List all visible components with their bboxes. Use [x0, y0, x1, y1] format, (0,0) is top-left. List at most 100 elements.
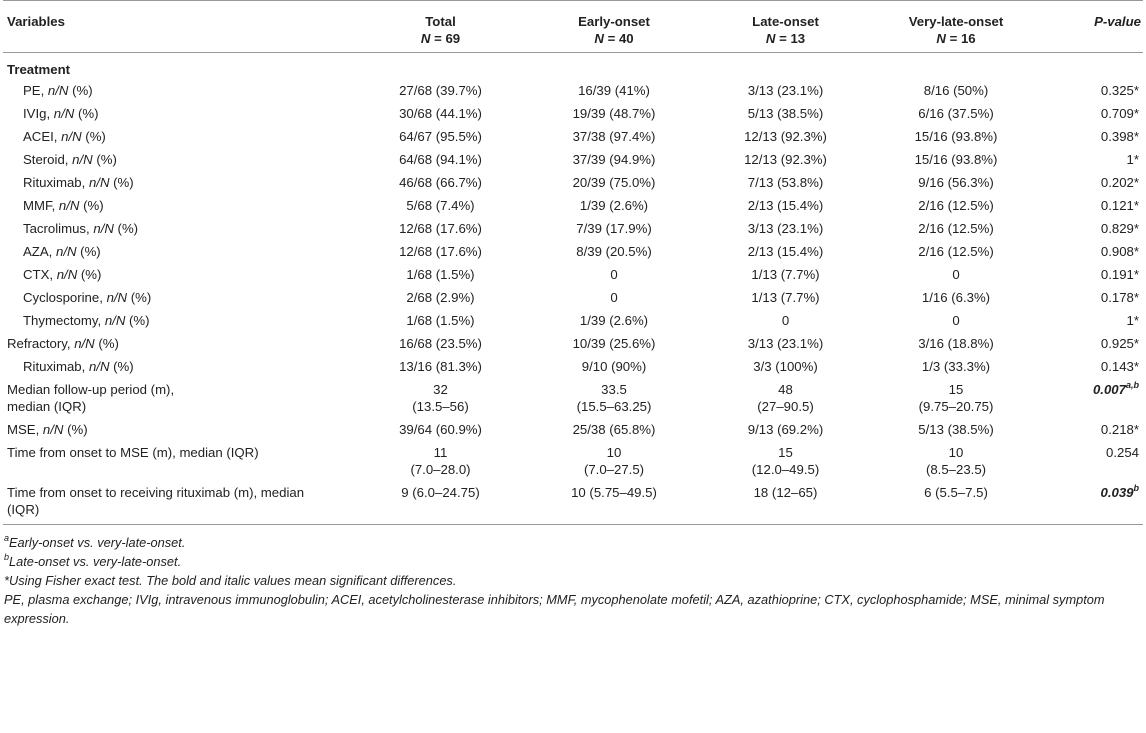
table-cell: 20/39 (75.0%)	[572, 175, 656, 190]
table-cell: 9/10 (90%)	[581, 359, 647, 374]
p-value-cell-significant: 0.007a,b	[1092, 379, 1139, 397]
table-row: PE, n/N (%) 27/68 (39.7%) 16/39 (41%) 3/13 …	[3, 79, 1143, 102]
p-value-cell: 0.829*	[1100, 221, 1139, 236]
table-cell: 3/13 (23.1%)	[747, 336, 824, 351]
table-cell: 1/13 (7.7%)	[751, 290, 820, 305]
table-cell: 1/3 (33.3%)	[921, 359, 991, 374]
section-row-treatment: Treatment	[3, 53, 1143, 80]
header-early-onset: Early-onset N = 40	[578, 14, 650, 46]
table-cell: 3/16 (18.8%)	[918, 336, 994, 351]
table-row-refractory-rituximab: Rituximab, n/N (%) 13/16 (81.3%) 9/10 (90%…	[3, 355, 1143, 378]
table-cell: 9/13 (69.2%)	[747, 422, 824, 437]
table-cell: 16/39 (41%)	[578, 83, 650, 98]
table-row: Rituximab, n/N (%) 46/68 (66.7%) 20/39 (75…	[3, 171, 1143, 194]
table-cell: 16/68 (23.5%)	[399, 336, 482, 351]
table-row: MMF, n/N (%) 5/68 (7.4%) 1/39 (2.6%) 2/13 (…	[3, 194, 1143, 217]
table-cell: 0	[781, 313, 790, 328]
row-label: Median follow-up period (m), median (IQR)	[7, 382, 175, 414]
section-title: Treatment	[7, 62, 71, 77]
table-cell: 19/39 (48.7%)	[572, 106, 656, 121]
table-cell: 0	[952, 313, 960, 328]
footnote-abbreviations: PE, plasma exchange; IVIg, intravenous i…	[4, 592, 1105, 626]
table-cell: 8/39 (20.5%)	[576, 244, 652, 259]
header-p-value: P-value	[1094, 14, 1141, 29]
p-value-cell: 0.143*	[1100, 359, 1139, 374]
table-cell: 12/68 (17.6%)	[399, 244, 482, 259]
header-late-onset: Late-onset N = 13	[752, 14, 819, 46]
table-cell: 3/13 (23.1%)	[747, 83, 824, 98]
row-label: AZA, n/N (%)	[23, 244, 101, 259]
p-value-cell: 0.218*	[1100, 422, 1139, 437]
table-row-mse: MSE, n/N (%) 39/64 (60.9%) 25/38 (65.8%) 9/…	[3, 418, 1143, 441]
p-value-cell: 0.178*	[1100, 290, 1139, 305]
table-cell: 6/16 (37.5%)	[918, 106, 994, 121]
table-cell: 48 (27–90.5)	[757, 382, 814, 414]
p-value-cell: 1*	[1126, 313, 1139, 328]
table-cell: 15/16 (93.8%)	[914, 152, 998, 167]
footnote-star: *Using Fisher exact test. The bold and i…	[4, 573, 457, 588]
table-cell: 1/39 (2.6%)	[579, 198, 649, 213]
table-cell: 32 (13.5–56)	[412, 382, 469, 414]
row-label: MSE, n/N (%)	[7, 422, 88, 437]
row-label: IVIg, n/N (%)	[23, 106, 99, 121]
table-row: CTX, n/N (%) 1/68 (1.5%) 0 1/13 (7.7%) 0 0.19…	[3, 263, 1143, 286]
row-label: MMF, n/N (%)	[23, 198, 104, 213]
table-cell: 9/16 (56.3%)	[918, 175, 994, 190]
table-footnotes: aEarly-onset vs. very-late-onset. bLate-…	[4, 533, 1134, 628]
table-row: IVIg, n/N (%) 30/68 (44.1%) 19/39 (48.7%) 5…	[3, 102, 1143, 125]
table-cell: 3/13 (23.1%)	[747, 221, 824, 236]
row-label: Rituximab, n/N (%)	[23, 359, 134, 374]
table-cell: 39/64 (60.9%)	[399, 422, 482, 437]
p-value-cell: 0.925*	[1100, 336, 1139, 351]
table-row: Tacrolimus, n/N (%) 12/68 (17.6%) 7/39 (17…	[3, 217, 1143, 240]
table-cell: 2/16 (12.5%)	[918, 244, 994, 259]
row-label: CTX, n/N (%)	[23, 267, 102, 282]
table-cell: 2/16 (12.5%)	[918, 221, 994, 236]
header-total: Total N = 69	[420, 14, 461, 46]
row-label: Time from onset to receiving rituximab (…	[7, 485, 305, 517]
table-cell: 1/16 (6.3%)	[921, 290, 991, 305]
table-cell: 33.5 (15.5–63.25)	[576, 382, 652, 414]
row-label: PE, n/N (%)	[23, 83, 93, 98]
table-cell: 30/68 (44.1%)	[399, 106, 482, 121]
table-cell: 1/39 (2.6%)	[579, 313, 649, 328]
row-label: ACEI, n/N (%)	[23, 129, 106, 144]
table-cell: 2/13 (15.4%)	[747, 198, 824, 213]
p-value-cell: 0.325*	[1100, 83, 1139, 98]
table-cell: 37/38 (97.4%)	[572, 129, 656, 144]
table-cell: 64/68 (94.1%)	[399, 152, 482, 167]
table-cell: 0	[952, 267, 960, 282]
table-cell: 25/38 (65.8%)	[572, 422, 656, 437]
p-value-cell: 0.398*	[1100, 129, 1139, 144]
table-row: Cyclosporine, n/N (%) 2/68 (2.9%) 0 1/13 (7…	[3, 286, 1143, 309]
table-cell: 37/39 (94.9%)	[572, 152, 656, 167]
table-row: Thymectomy, n/N (%) 1/68 (1.5%) 1/39 (2.6%…	[3, 309, 1143, 332]
table-row-time-to-rituximab: Time from onset to receiving rituximab (…	[3, 481, 1143, 525]
table-cell: 0	[610, 290, 618, 305]
table-row-refractory: Refractory, n/N (%) 16/68 (23.5%) 10/39 (2…	[3, 332, 1143, 355]
table-cell: 3/3 (100%)	[753, 359, 818, 374]
table-cell: 5/13 (38.5%)	[747, 106, 824, 121]
p-value-cell: 0.121*	[1100, 198, 1139, 213]
footnote-b: bLate-onset vs. very-late-onset.	[4, 551, 182, 569]
table-cell: 0	[610, 267, 618, 282]
p-value-cell: 0.709*	[1100, 106, 1139, 121]
row-label: Cyclosporine, n/N (%)	[23, 290, 152, 305]
row-label: Tacrolimus, n/N (%)	[23, 221, 139, 236]
table-row: AZA, n/N (%) 12/68 (17.6%) 8/39 (20.5%) 2/1…	[3, 240, 1143, 263]
table-row-follow-up: Median follow-up period (m), median (IQR)…	[3, 378, 1143, 418]
table-cell: 8/16 (50%)	[923, 83, 989, 98]
row-label: Refractory, n/N (%)	[7, 336, 119, 351]
p-value-cell: 0.202*	[1100, 175, 1139, 190]
header-variables: Variables	[7, 14, 65, 29]
p-value-cell-significant: 0.039b	[1100, 482, 1139, 500]
table-row: Steroid, n/N (%) 64/68 (94.1%) 37/39 (94.9…	[3, 148, 1143, 171]
table-cell: 1/13 (7.7%)	[751, 267, 820, 282]
table-cell: 64/67 (95.5%)	[399, 129, 482, 144]
table-cell: 15 (9.75–20.75)	[918, 382, 994, 414]
table-cell: 18 (12–65)	[753, 485, 818, 500]
table-cell: 11 (7.0–28.0)	[410, 445, 471, 477]
header-row: Variables Total N = 69 Early-onset N = 4…	[3, 0, 1143, 53]
table-cell: 7/39 (17.9%)	[576, 221, 652, 236]
